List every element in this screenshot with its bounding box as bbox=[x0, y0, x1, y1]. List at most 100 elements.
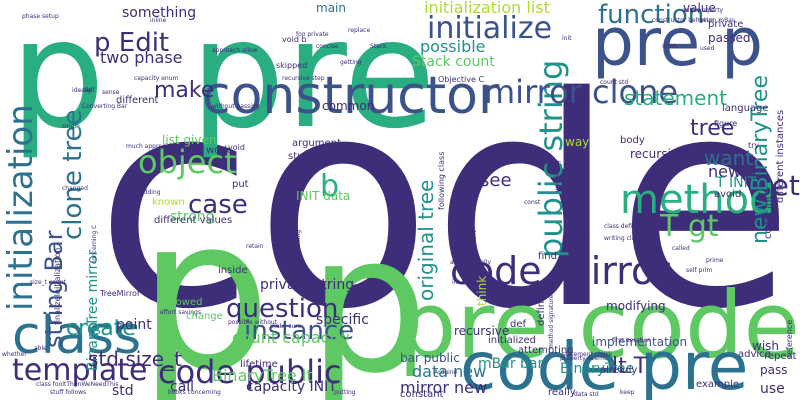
word-template: template bbox=[12, 353, 148, 388]
word-without-passing: without passing bbox=[212, 103, 260, 110]
word-pre-p: pre p bbox=[592, 4, 764, 81]
word-capacity-enum: capacity enum bbox=[134, 75, 179, 82]
word-allowed: allowed bbox=[164, 297, 203, 308]
word-mirror-new: mirror new bbox=[400, 378, 488, 397]
word-class-definition: class definition bbox=[604, 223, 650, 230]
word-repeat: repeat bbox=[764, 351, 797, 362]
word-recursive-step: recursive step bbox=[282, 75, 325, 82]
word-const-int: const int bbox=[763, 195, 774, 239]
word-lt-t: lt T bbox=[612, 354, 648, 379]
word-without-adding: without adding bbox=[295, 229, 302, 275]
word-strong: strong bbox=[170, 209, 215, 225]
word-way: way bbox=[565, 135, 590, 149]
word-t-init: T INIT bbox=[716, 175, 757, 191]
word-private-string: private string bbox=[260, 277, 355, 293]
word-work: work bbox=[206, 145, 231, 156]
word-capacity-init: capacity INIT bbox=[246, 379, 337, 395]
word-ideally: ideally bbox=[72, 87, 92, 94]
word-private: private bbox=[708, 19, 744, 30]
word-constructor: constructor bbox=[202, 66, 500, 126]
word-mbar-bar: mBar bar bbox=[478, 356, 544, 372]
word-passed: passed bbox=[708, 31, 751, 45]
word-mirror-clone: mirror clone bbox=[484, 73, 679, 111]
word-different-instances: different instances bbox=[775, 109, 786, 203]
word-binarytree: BinaryTree bbox=[560, 361, 635, 377]
word-p-edit: p Edit bbox=[94, 28, 170, 58]
word-example: example bbox=[696, 379, 740, 390]
word-effort-savings: effort savings bbox=[160, 309, 201, 316]
word-pass: pass bbox=[760, 363, 788, 377]
word-static: static bbox=[662, 43, 679, 50]
word-function: function bbox=[598, 0, 705, 30]
word-called: called bbox=[672, 245, 690, 252]
word-stuff: stuff bbox=[288, 151, 311, 162]
word-approach-allow: approach allow bbox=[212, 47, 258, 54]
word-wish: wish bbox=[752, 339, 780, 353]
word-automatically: automatically bbox=[450, 259, 491, 266]
word-implementation: implementation bbox=[592, 335, 688, 349]
word-count-capacity: count capacity bbox=[232, 328, 350, 347]
word-p: p bbox=[138, 172, 272, 400]
word-single: single bbox=[62, 123, 80, 130]
word-call: call bbox=[170, 379, 195, 395]
word-attempting: attempting bbox=[518, 345, 574, 356]
word-init-data: INIT data bbox=[296, 189, 351, 203]
word-much-appreciated: much appreciated bbox=[126, 143, 181, 150]
word-modifying: modifying bbox=[606, 299, 666, 313]
word-put: put bbox=[232, 179, 249, 190]
word-object: object bbox=[138, 143, 237, 181]
word-t-gt: T gt bbox=[660, 209, 719, 244]
word-inside: inside bbox=[218, 265, 248, 276]
word-instance: instance bbox=[244, 316, 355, 346]
word-specific: specific bbox=[316, 312, 369, 328]
word-finalizeinitialization: finalizeInitialization bbox=[53, 247, 62, 325]
word-getting: getting bbox=[340, 59, 362, 66]
word-stuff-follows: stuff follows bbox=[50, 389, 87, 396]
word-set: set bbox=[757, 169, 800, 202]
word-use: use bbox=[760, 381, 785, 397]
word-self-prim: self prim bbox=[686, 267, 713, 274]
word-wondering: wondering bbox=[554, 160, 561, 192]
word-lifetime: lifetime bbox=[240, 359, 278, 370]
word-data-std: data std bbox=[574, 391, 599, 398]
word-sense: sense bbox=[102, 89, 120, 96]
word-initialize: initialize bbox=[427, 11, 553, 46]
word-change: change bbox=[186, 311, 223, 322]
word-tree: tree bbox=[690, 116, 735, 141]
word-different: different bbox=[116, 95, 159, 106]
word-converting-bar: Converting Bar bbox=[82, 103, 128, 110]
word-retain: retain bbox=[246, 243, 264, 250]
word-stack-count: Stack count bbox=[412, 54, 495, 70]
word-void: void bbox=[228, 143, 245, 152]
word-figure: figure bbox=[714, 119, 738, 128]
word-really: really bbox=[548, 387, 576, 398]
word-question: question bbox=[226, 294, 339, 324]
word-code-pre: code pre bbox=[460, 328, 749, 400]
word-def: def bbox=[510, 319, 527, 330]
word-treemirror: TreeMirror bbox=[100, 289, 141, 298]
word-constant: constant bbox=[400, 389, 444, 400]
word-std: std bbox=[112, 383, 134, 399]
word-try: try bbox=[748, 141, 760, 150]
word-size-t-count: size_t count bbox=[30, 279, 66, 286]
word-already: already bbox=[600, 365, 638, 376]
word-pre: pre bbox=[190, 0, 436, 162]
word-body: body bbox=[620, 135, 645, 146]
word-part: part bbox=[285, 174, 306, 185]
word-adding: adding bbox=[140, 189, 161, 196]
word-void-b: void b bbox=[282, 35, 307, 44]
word-something: something bbox=[122, 5, 197, 21]
word-method-signature: method signature bbox=[548, 294, 555, 348]
word-auto-property: auto property bbox=[682, 7, 724, 14]
word-create: create bbox=[66, 316, 136, 341]
word-advice: advice bbox=[738, 349, 771, 360]
word-count-std: count std bbox=[600, 79, 629, 86]
word-code-public: code public bbox=[158, 353, 342, 391]
word-find: find bbox=[538, 251, 557, 262]
word-list-given: list given bbox=[162, 133, 217, 147]
word-b: b bbox=[320, 169, 340, 204]
word-able: able bbox=[34, 345, 47, 352]
word-statement: statement bbox=[624, 86, 727, 110]
word-reference: reference bbox=[785, 319, 794, 358]
